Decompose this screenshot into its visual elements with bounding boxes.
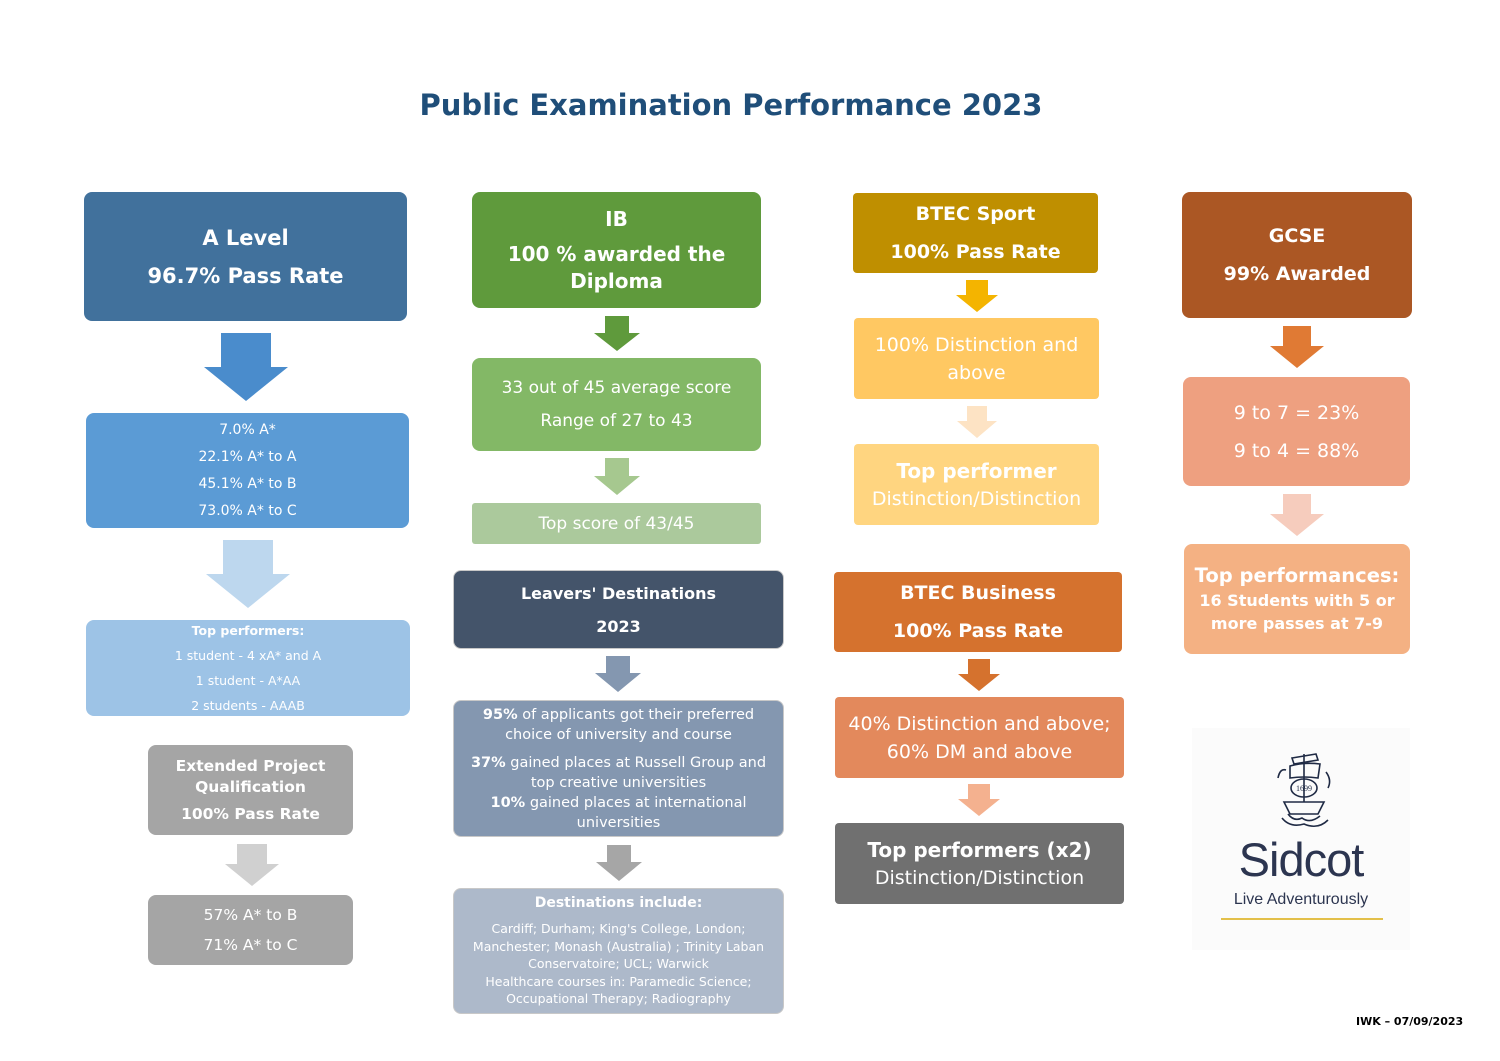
alevel-header-box: A Level 96.7% Pass Rate [84,192,407,321]
logo-year: 1699 [1296,784,1312,793]
ib-arrow-2 [594,458,640,495]
leavers-stat-text: of applicants got their preferred choice… [505,706,755,743]
gcse-top-result: 16 Students with 5 or more passes at 7-9 [1199,590,1395,633]
alevel-grade-line: 73.0% A* to C [198,502,297,519]
alevel-top-heading: Top performers: [191,623,305,638]
alevel-top-line: 1 student - A*AA [195,673,301,688]
business-title: BTEC Business [900,582,1056,604]
logo-underline [1221,918,1383,920]
sport-header-box: BTEC Sport 100% Pass Rate [853,193,1098,273]
epq-result-line: 57% A* to B [203,906,298,924]
destinations-list: Cardiff; Durham; King's College, London;… [472,921,765,971]
sport-distinction-box: 100% Distinction and above [854,318,1099,399]
leavers-destinations-box: Destinations include: Cardiff; Durham; K… [453,888,784,1014]
leavers-stat-pct: 95% [482,706,518,723]
leavers-arrow-2 [596,845,642,881]
ib-range: Range of 27 to 43 [540,410,693,431]
footer-stamp: IWK – 07/09/2023 [1356,1015,1464,1028]
sport-top-result: Distinction/Distinction [871,487,1082,510]
school-logo: 1699 Sidcot Live Adventurously [1192,728,1410,950]
alevel-top-line: 1 student - 4 xA* and A [174,648,322,663]
sport-top-box: Top performer Distinction/Distinction [854,444,1099,525]
ib-header-box: IB 100 % awarded the Diploma [472,192,761,308]
alevel-arrow-2 [206,540,290,608]
business-arrow-2 [958,784,1000,816]
ship-emblem-icon: 1699 [1277,753,1331,828]
business-pass-rate: 100% Pass Rate [892,620,1064,642]
alevel-grade-line: 22.1% A* to A [198,448,297,465]
sport-pass-rate: 100% Pass Rate [890,241,1061,263]
leavers-stat-pct: 10% [490,794,526,811]
gcse-header-box: GCSE 99% Awarded [1182,192,1412,318]
business-top-result: Distinction/Distinction [874,866,1085,889]
epq-arrow [225,844,279,886]
alevel-pass-rate: 96.7% Pass Rate [147,263,344,288]
epq-header-box: Extended Project Qualification 100% Pass… [148,745,353,835]
page-title: Public Examination Performance 2023 [419,88,1043,122]
business-arrow-1 [958,659,1000,691]
business-distinction: 40% Distinction and above; 60% DM and ab… [848,712,1111,763]
leavers-arrow-1 [595,656,641,692]
gcse-title: GCSE [1268,225,1326,247]
sport-arrow-2 [957,406,997,438]
alevel-arrow-1 [204,333,288,401]
leavers-stat: 95% of applicants got their preferred ch… [464,705,773,745]
alevel-title: A Level [202,225,289,250]
leavers-header-box: Leavers' Destinations 2023 [453,570,784,649]
leavers-stat-text: gained places at Russell Group and top c… [510,754,767,791]
leavers-stat: 37% gained places at Russell Group and t… [464,753,773,793]
gcse-grade-line: 9 to 7 = 23% [1233,401,1360,424]
logo-tagline: Live Adventurously [1233,891,1369,908]
epq-pass-rate: 100% Pass Rate [181,804,320,823]
sport-arrow-1 [956,280,998,312]
gcse-arrow-2 [1270,494,1324,536]
ib-top-score-box: Top score of 43/45 [472,503,761,544]
ib-score-box: 33 out of 45 average score Range of 27 t… [472,358,761,451]
gcse-top-heading: Top performances: [1194,563,1400,587]
leavers-title: Leavers' Destinations [520,583,717,603]
gcse-top-box: Top performances: 16 Students with 5 or … [1184,544,1410,654]
ib-average-score: 33 out of 45 average score [501,377,732,398]
destinations-heading: Destinations include: [534,894,703,911]
business-top-heading: Top performers (x2) [867,837,1092,862]
epq-result-line: 71% A* to C [203,936,298,954]
alevel-grade-line: 7.0% A* [219,421,276,438]
business-header-box: BTEC Business 100% Pass Rate [834,572,1122,652]
leavers-stat-pct: 37% [470,754,506,771]
destinations-healthcare: Healthcare courses in: Paramedic Science… [485,973,752,1007]
gcse-arrow-1 [1270,326,1324,368]
epq-results-box: 57% A* to B 71% A* to C [148,895,353,965]
leavers-stat: 10% gained places at international unive… [464,793,773,833]
logo-wordmark: Sidcot [1238,833,1365,886]
business-top-box: Top performers (x2) Distinction/Distinct… [835,823,1124,904]
ib-title: IB [605,206,628,231]
ib-diploma: 100 % awarded the Diploma [507,241,726,293]
leavers-stat-text: gained places at international universit… [529,794,747,831]
leavers-stats-box: 95% of applicants got their preferred ch… [453,700,784,837]
business-distinction-box: 40% Distinction and above; 60% DM and ab… [835,697,1124,778]
gcse-grade-line: 9 to 4 = 88% [1233,439,1360,462]
alevel-top-line: 2 students - AAAB [191,698,305,713]
alevel-grade-line: 45.1% A* to B [198,475,297,492]
alevel-grades-box: 7.0% A* 22.1% A* to A 45.1% A* to B 73.0… [86,413,409,528]
epq-title: Extended Project Qualification [175,756,326,796]
alevel-top-performers-box: Top performers: 1 student - 4 xA* and A … [86,620,410,716]
ib-top-score: Top score of 43/45 [538,513,695,534]
leavers-year: 2023 [596,616,641,636]
sport-distinction: 100% Distinction and above [874,333,1079,384]
gcse-grades-box: 9 to 7 = 23% 9 to 4 = 88% [1183,377,1410,486]
ib-arrow-1 [594,316,640,351]
gcse-awarded: 99% Awarded [1223,263,1371,285]
sport-top-heading: Top performer [896,458,1057,483]
sport-title: BTEC Sport [915,203,1036,225]
